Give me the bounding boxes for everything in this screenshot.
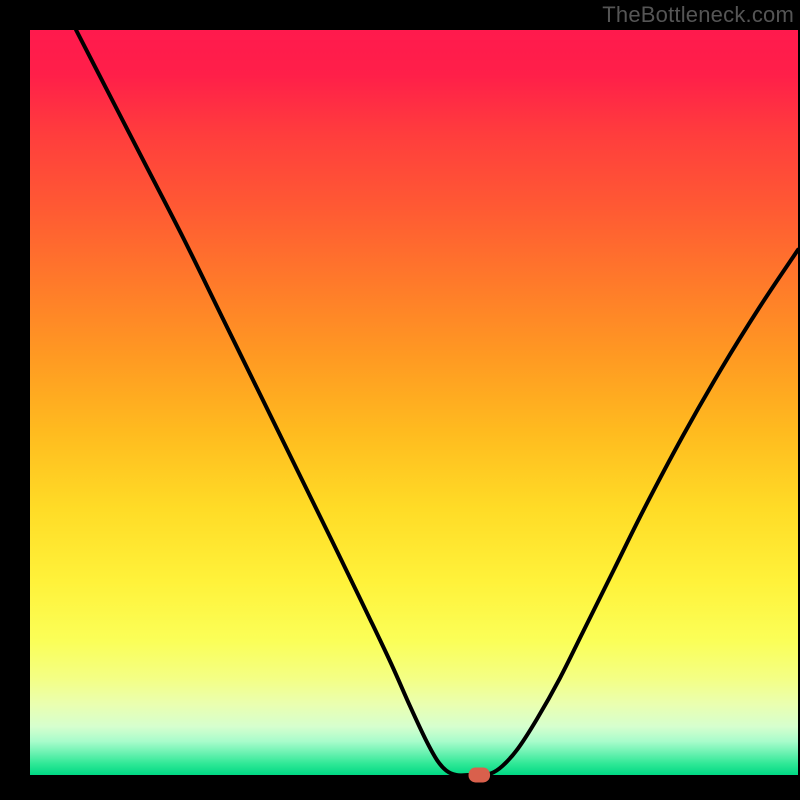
bottleneck-chart: TheBottleneck.com [0, 0, 800, 800]
plot-rect [30, 30, 798, 775]
watermark-text: TheBottleneck.com [602, 2, 794, 28]
chart-background [0, 0, 800, 800]
